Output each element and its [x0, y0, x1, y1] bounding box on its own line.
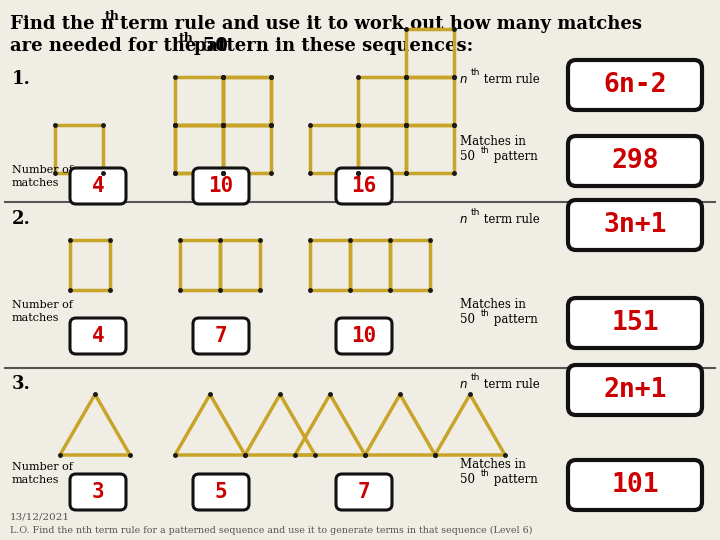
Text: 4: 4	[91, 176, 104, 196]
Text: pattern in these sequences:: pattern in these sequences:	[194, 37, 473, 55]
FancyBboxPatch shape	[568, 136, 702, 186]
FancyBboxPatch shape	[568, 60, 702, 110]
FancyBboxPatch shape	[568, 460, 702, 510]
Text: 298: 298	[611, 148, 659, 174]
Text: Matches in: Matches in	[460, 458, 526, 471]
Text: th: th	[471, 208, 480, 217]
FancyBboxPatch shape	[193, 474, 249, 510]
Text: th: th	[471, 373, 480, 382]
Text: 1.: 1.	[12, 70, 31, 88]
Text: term rule and use it to work out how many matches: term rule and use it to work out how man…	[120, 15, 642, 33]
FancyBboxPatch shape	[568, 298, 702, 348]
Text: Matches in: Matches in	[460, 298, 526, 311]
Text: n: n	[460, 213, 467, 226]
Text: pattern: pattern	[490, 150, 538, 163]
FancyBboxPatch shape	[336, 168, 392, 204]
Text: are needed for the 50: are needed for the 50	[10, 37, 228, 55]
Text: Find the n: Find the n	[10, 15, 114, 33]
Text: 3n+1: 3n+1	[603, 212, 667, 238]
Text: 50: 50	[460, 473, 475, 486]
Text: 6n-2: 6n-2	[603, 72, 667, 98]
Text: Matches in: Matches in	[460, 135, 526, 148]
Text: 50: 50	[460, 313, 475, 326]
Text: 16: 16	[351, 176, 377, 196]
Text: 3.: 3.	[12, 375, 31, 393]
FancyBboxPatch shape	[193, 168, 249, 204]
Text: 10: 10	[208, 176, 233, 196]
Text: 4: 4	[91, 326, 104, 346]
Text: 2n+1: 2n+1	[603, 377, 667, 403]
FancyBboxPatch shape	[336, 318, 392, 354]
Text: 5: 5	[215, 482, 228, 502]
Text: 151: 151	[611, 310, 659, 336]
Text: term rule: term rule	[480, 213, 540, 226]
Text: 7: 7	[358, 482, 370, 502]
Text: 13/12/2021: 13/12/2021	[10, 512, 70, 521]
Text: th: th	[179, 32, 194, 45]
FancyBboxPatch shape	[568, 200, 702, 250]
FancyBboxPatch shape	[70, 474, 126, 510]
Text: pattern: pattern	[490, 473, 538, 486]
Text: term rule: term rule	[480, 73, 540, 86]
Text: n: n	[460, 73, 467, 86]
Text: 2.: 2.	[12, 210, 31, 228]
FancyBboxPatch shape	[70, 168, 126, 204]
Text: th: th	[481, 146, 490, 155]
FancyBboxPatch shape	[568, 365, 702, 415]
Text: Number of
matches: Number of matches	[12, 165, 73, 188]
Text: th: th	[481, 469, 490, 478]
Text: th: th	[481, 309, 490, 318]
Text: 101: 101	[611, 472, 659, 498]
Text: th: th	[105, 10, 120, 23]
Text: 50: 50	[460, 150, 475, 163]
FancyBboxPatch shape	[70, 318, 126, 354]
Text: n: n	[460, 378, 467, 391]
Text: Number of
matches: Number of matches	[12, 462, 73, 485]
FancyBboxPatch shape	[336, 474, 392, 510]
Text: pattern: pattern	[490, 313, 538, 326]
Text: 7: 7	[215, 326, 228, 346]
Text: Number of
matches: Number of matches	[12, 300, 73, 323]
FancyBboxPatch shape	[193, 318, 249, 354]
Text: th: th	[471, 68, 480, 77]
Text: L.O. Find the nth term rule for a patterned sequence and use it to generate term: L.O. Find the nth term rule for a patter…	[10, 526, 533, 535]
Text: 3: 3	[91, 482, 104, 502]
Text: term rule: term rule	[480, 378, 540, 391]
Text: 10: 10	[351, 326, 377, 346]
